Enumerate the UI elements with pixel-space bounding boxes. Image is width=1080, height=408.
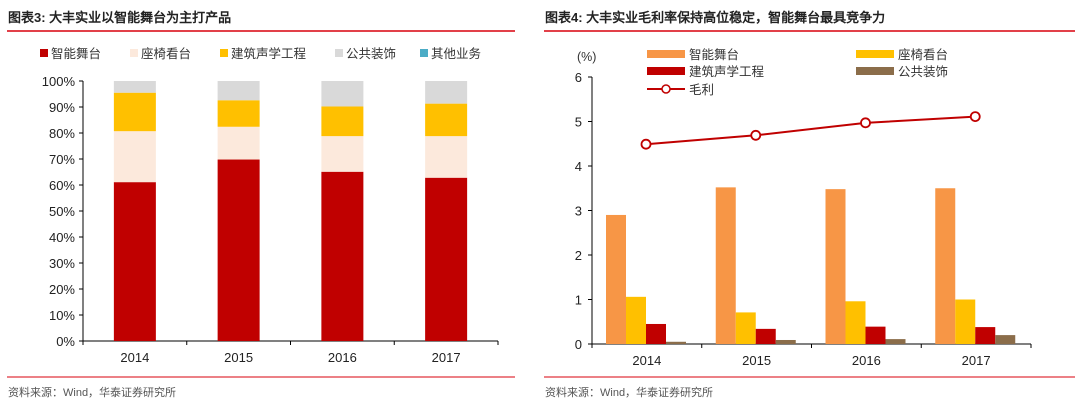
right-chart-title: 图表4: 大丰实业毛利率保持高位稳定，智能舞台最具竞争力 [545,10,885,25]
legend-swatch [856,50,894,58]
x-tick-label: 2014 [120,350,149,365]
legend-swatch [420,49,428,57]
bar [995,335,1016,344]
bar [775,339,796,344]
y-tick-label: 70% [49,152,75,167]
bar-segment [425,103,468,137]
margin-point [640,138,652,150]
legend-swatch [130,49,138,57]
left-source-note: 资料来源：Wind，华泰证券研究所 [8,385,176,399]
x-tick-label: 2015 [742,353,771,368]
y-tick-label: 40% [49,230,75,245]
bar-segment [113,182,156,341]
bar-segment [113,92,156,132]
x-tick-label: 2017 [432,350,461,365]
bar-segment [321,171,364,341]
bar [646,323,666,344]
legend-swatch [856,67,894,75]
y-tick-label: 80% [49,126,75,141]
bar [845,301,866,344]
bar-segment [425,81,468,104]
y-axis-unit: (%) [577,50,596,64]
y-tick-label: 3 [575,204,582,219]
bar-segment [425,177,468,341]
legend-swatch [647,50,685,58]
legend-label: 智能舞台 [51,46,101,61]
legend-swatch [220,49,228,57]
bar [735,312,756,344]
legend-marker [661,84,671,94]
bar-segment [321,106,364,137]
y-tick-label: 10% [49,308,75,323]
bar [715,187,736,344]
y-tick-label: 5 [575,115,582,130]
x-tick-label: 2016 [328,350,357,365]
bar-segment [321,81,364,107]
bar-segment [321,136,364,172]
y-tick-label: 0% [56,334,75,349]
legend-label: 座椅看台 [898,47,948,62]
bar [755,328,776,344]
y-tick-label: 20% [49,282,75,297]
y-tick-label: 2 [575,248,582,263]
legend-label: 公共装饰 [898,65,948,79]
y-tick-label: 1 [575,293,582,308]
bar [666,341,686,344]
y-tick-label: 4 [575,159,582,174]
bar [885,339,906,344]
x-tick-label: 2014 [632,353,661,368]
legend-label: 建筑声学工程 [231,46,307,61]
left-chart-title: 图表3: 大丰实业以智能舞台为主打产品 [8,10,231,25]
legend-label: 建筑声学工程 [689,64,765,79]
bar [606,214,626,344]
y-tick-label: 60% [49,178,75,193]
bar-segment [113,81,156,93]
x-tick-label: 2017 [962,353,991,368]
y-tick-label: 30% [49,256,75,271]
bar [955,299,976,344]
bar [626,296,646,344]
margin-line [645,115,976,146]
x-tick-label: 2016 [852,353,881,368]
legend-swatch [647,67,685,75]
margin-point [969,111,981,123]
stacked-share-chart: 智能舞台 座椅看台 建筑声学工程 公共装饰 其他业务 0% 10% 20% 30% 40% 50% 6… [40,46,499,365]
legend-swatch [335,49,343,57]
y-tick-label: 90% [49,100,75,115]
legend-label: 毛利 [689,83,714,97]
bar-segment [217,81,260,101]
right-source-note: 资料来源：Wind，华泰证券研究所 [545,385,713,399]
bar [935,188,956,344]
margin-point [860,117,871,129]
bar-segment [217,159,260,341]
bar-segment [217,100,260,127]
legend-label: 其他业务 [431,46,481,61]
y-tick-label: 100% [42,74,76,89]
bar [865,326,886,344]
legend-label: 智能舞台 [689,47,739,62]
y-tick-label: 50% [49,204,75,219]
legend-label: 公共装饰 [346,47,396,61]
y-tick-label: 0 [575,337,582,352]
bar-segment [113,131,156,183]
bar [825,189,846,344]
legend-swatch [40,49,48,57]
margin-point [750,129,762,141]
bar-segment [217,126,260,160]
x-tick-label: 2015 [224,350,253,365]
bar [975,327,996,344]
bar-segment [425,136,468,178]
legend-label: 座椅看台 [141,46,191,61]
y-tick-label: 6 [575,70,582,85]
